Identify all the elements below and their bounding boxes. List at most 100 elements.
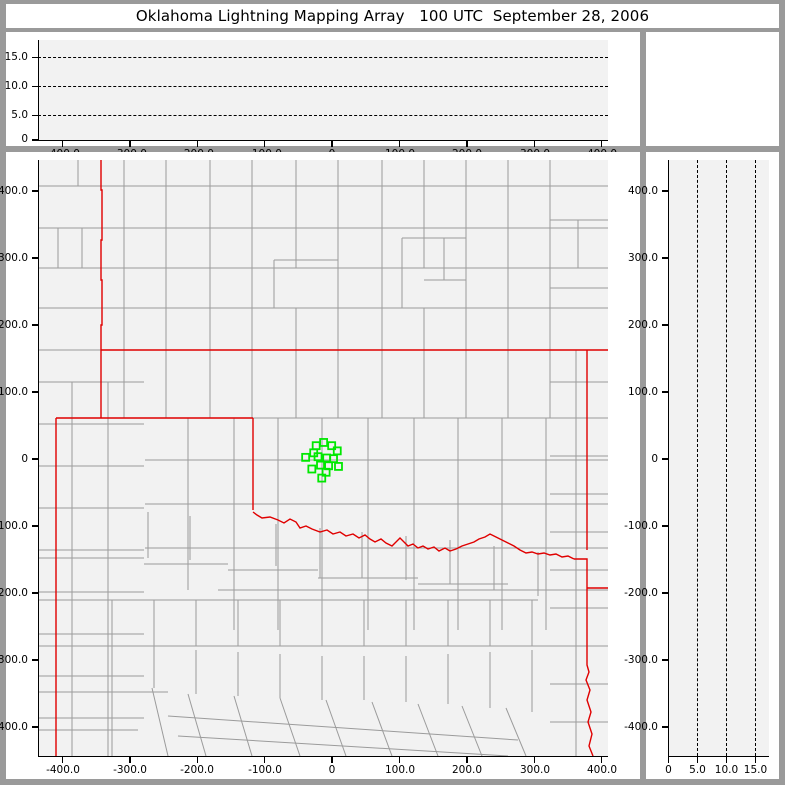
state-boundaries: [55, 160, 608, 756]
y-tick-10: [32, 85, 39, 87]
gridline-y-10: [38, 86, 608, 87]
altitude-vs-north-plot-area[interactable]: [668, 160, 769, 756]
title-bar: Oklahoma Lightning Mapping Array 100 UTC…: [6, 4, 779, 28]
lightning-source-marker: [319, 438, 329, 447]
map-y-axis-tick-label: 100.0: [0, 386, 28, 398]
x-tick: [61, 141, 64, 147]
lightning-source-marker: [301, 452, 311, 462]
map-y-tick: [32, 592, 39, 594]
county-boundaries-oklahoma: [123, 350, 608, 630]
right-y-axis-tick-label: 0: [651, 453, 658, 465]
right-y-axis-tick-label: 200.0: [627, 319, 658, 331]
right-x-axis-tick-label: 15.0: [743, 764, 768, 776]
lightning-source-marker: [311, 441, 321, 451]
right-y-tick: [662, 190, 669, 192]
right-x-axis-tick-label: 0: [665, 764, 672, 776]
y-axis-tick-label: 0: [21, 133, 28, 145]
map-y-tick: [32, 458, 39, 460]
right-y-tick: [662, 257, 669, 259]
x-tick: [466, 141, 468, 147]
right-x-axis-line: [668, 755, 769, 757]
map-x-axis-tick-label: 300.0: [519, 764, 551, 776]
map-graphic: [38, 160, 608, 756]
map-y-axis-tick-label: -300.0: [0, 654, 28, 666]
map-x-axis-tick-label: -200.0: [180, 764, 214, 776]
gridline-y-15: [38, 57, 608, 58]
map-y-tick: [32, 190, 39, 192]
map-x-axis-tick-label: 200.0: [451, 764, 483, 776]
right-y-tick: [662, 525, 669, 527]
panel-altitude-histogram: [646, 32, 779, 146]
y-axis-line: [38, 40, 40, 141]
lightning-source-marker: [313, 452, 323, 462]
map-x-axis-line: [38, 755, 608, 757]
map-y-axis-tick-label: -100.0: [0, 520, 28, 532]
map-y-axis-tick-label: -200.0: [0, 587, 28, 599]
x-axis-line: [38, 139, 608, 141]
map-x-tick: [61, 757, 64, 763]
panel-plan-view-map: 400.0 300.0 200.0 100.0 0 -100.0 -200.0 …: [0, 152, 640, 779]
right-x-axis-tick-label: 5.0: [689, 764, 706, 776]
x-tick: [601, 141, 603, 147]
right-y-axis-tick-label: -100.0: [624, 520, 658, 532]
lightning-source-markers: [301, 438, 343, 483]
right-x-axis-tick-label: 10.0: [714, 764, 739, 776]
map-x-tick: [264, 757, 266, 763]
gridline-y-5: [38, 115, 608, 116]
right-y-axis-tick-label: -200.0: [624, 587, 658, 599]
lightning-source-marker: [327, 441, 337, 451]
right-y-tick: [662, 391, 669, 393]
y-tick-5: [32, 114, 39, 116]
altitude-histogram-plot-area[interactable]: [650, 36, 775, 142]
lightning-source-marker: [329, 454, 338, 464]
map-x-tick: [601, 757, 603, 763]
map-y-tick: [32, 391, 39, 393]
map-x-tick: [196, 757, 198, 763]
right-y-axis-tick-label: 100.0: [627, 386, 658, 398]
map-y-tick: [32, 324, 39, 326]
y-axis-tick-label: 15.0: [4, 51, 28, 63]
map-y-tick: [32, 659, 39, 661]
map-x-axis-tick-label: -400.0: [46, 764, 80, 776]
map-y-axis-tick-label: 300.0: [0, 252, 28, 264]
right-y-axis-tick-label: 400.0: [627, 185, 658, 197]
right-x-tick: [697, 757, 699, 763]
x-tick: [533, 141, 535, 147]
right-y-axis-tick-label: 300.0: [627, 252, 658, 264]
county-boundaries-texas: [38, 512, 558, 756]
right-y-tick: [662, 458, 669, 460]
map-x-tick: [398, 757, 401, 763]
plan-view-map-plot-area[interactable]: [38, 160, 608, 756]
right-y-tick: [662, 659, 669, 661]
right-x-tick: [755, 757, 757, 763]
x-tick: [264, 141, 266, 147]
map-x-axis-tick-label: 400.0: [586, 764, 618, 776]
gridline-x-10: [726, 160, 727, 756]
x-tick: [129, 141, 131, 147]
map-y-tick: [32, 257, 39, 259]
y-tick-0: [32, 139, 39, 141]
map-y-axis-tick-label: -400.0: [0, 721, 28, 733]
altitude-vs-east-plot-area[interactable]: [38, 40, 608, 140]
lightning-source-marker: [334, 462, 343, 471]
lightning-source-marker: [317, 473, 327, 483]
gridline-x-5: [697, 160, 698, 756]
map-x-axis-tick-label: 100.0: [384, 764, 416, 776]
map-x-tick: [466, 757, 468, 763]
map-x-tick: [533, 757, 535, 763]
panel-altitude-vs-east: 15.0 10.0 5.0 0 -400.0 -300.0 -200.0 -10…: [5, 32, 640, 160]
map-y-tick: [32, 726, 39, 728]
y-axis-tick-label: 10.0: [4, 80, 28, 92]
map-x-axis-tick-label: 0: [328, 764, 336, 776]
gridline-x-15: [755, 160, 756, 756]
right-y-tick: [662, 592, 669, 594]
y-axis-tick-label: 5.0: [11, 109, 28, 121]
right-y-tick: [662, 726, 669, 728]
lightning-source-marker: [316, 460, 325, 470]
right-y-axis-tick-label: -300.0: [624, 654, 658, 666]
map-y-axis-tick-label: 400.0: [0, 185, 28, 197]
right-y-tick: [662, 324, 669, 326]
x-tick: [196, 141, 198, 147]
map-y-axis-tick-label: 0: [21, 453, 28, 465]
